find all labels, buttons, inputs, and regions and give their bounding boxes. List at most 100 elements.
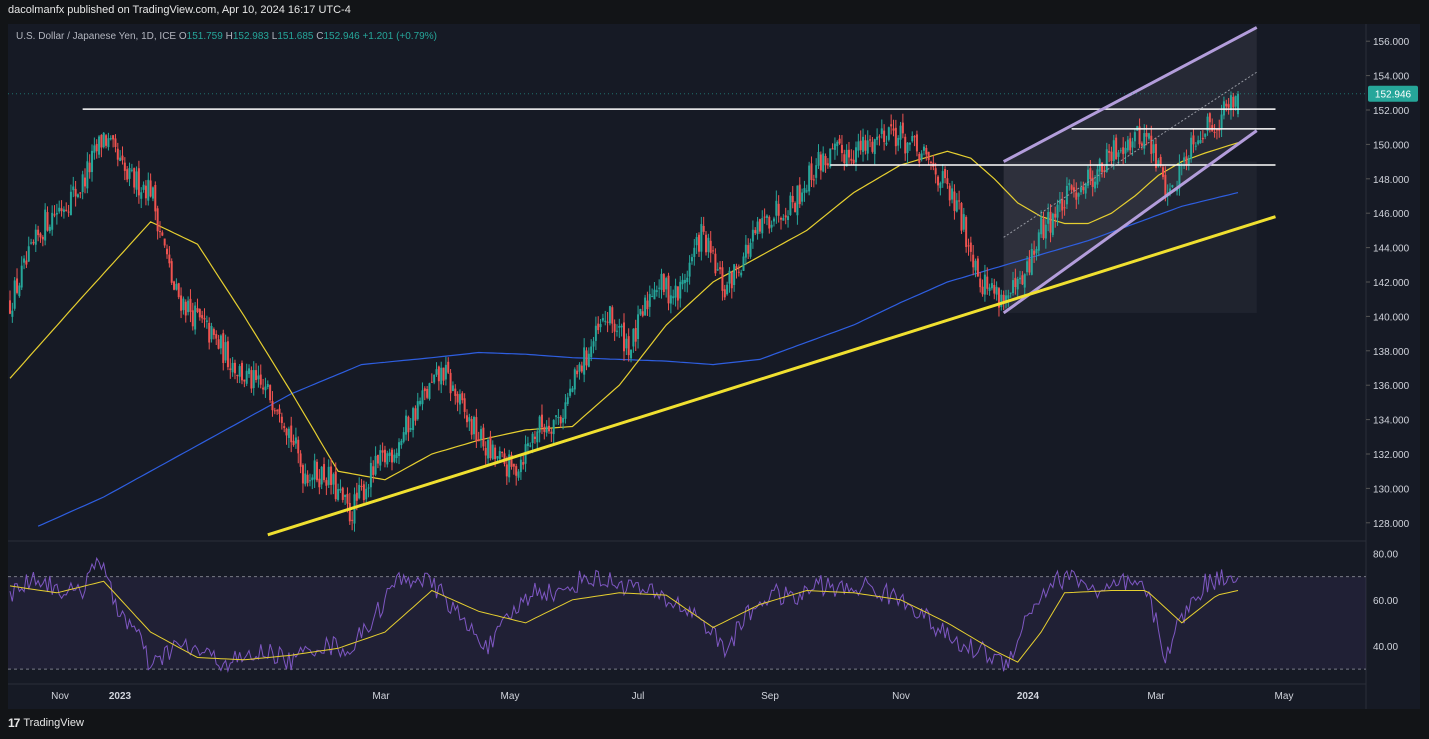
candle-body[interactable] [855, 147, 858, 163]
candle-body[interactable] [690, 257, 693, 262]
candle-body[interactable] [294, 437, 297, 444]
candle-body[interactable] [1124, 148, 1127, 154]
candle-body[interactable] [72, 186, 75, 191]
candle-body[interactable] [716, 269, 719, 271]
candle-body[interactable] [880, 128, 883, 134]
candle-body[interactable] [86, 161, 89, 189]
candle-body[interactable] [812, 179, 815, 181]
candle-body[interactable] [437, 366, 440, 382]
candle-body[interactable] [566, 397, 569, 404]
candle-body[interactable] [222, 333, 225, 364]
candle-body[interactable] [219, 335, 222, 349]
candle-body[interactable] [620, 325, 623, 328]
candle-body[interactable] [728, 270, 731, 284]
candle-body[interactable] [11, 310, 14, 317]
candle-body[interactable] [285, 428, 288, 436]
candle-body[interactable] [997, 288, 1000, 308]
candle-body[interactable] [9, 300, 11, 314]
candle-body[interactable] [144, 185, 147, 199]
candle-body[interactable] [597, 323, 600, 331]
support-trendline[interactable] [267, 215, 1276, 537]
candle-body[interactable] [53, 214, 56, 216]
candle-body[interactable] [55, 212, 58, 215]
candle-body[interactable] [484, 447, 487, 456]
candle-body[interactable] [1063, 207, 1066, 209]
candle-body[interactable] [538, 416, 541, 433]
candle-body[interactable] [1215, 129, 1218, 131]
candle-body[interactable] [395, 452, 398, 459]
candle-body[interactable] [123, 162, 126, 171]
candle-body[interactable] [969, 242, 972, 252]
candle-body[interactable] [166, 248, 169, 255]
candle-body[interactable] [552, 420, 555, 435]
candle-body[interactable] [522, 462, 525, 465]
candle-body[interactable] [648, 294, 651, 307]
candle-body[interactable] [758, 219, 761, 232]
candle-body[interactable] [128, 167, 131, 179]
candle-body[interactable] [30, 242, 33, 244]
candle-body[interactable] [965, 217, 968, 247]
candle-body[interactable] [454, 388, 457, 396]
candle-body[interactable] [393, 454, 396, 462]
candle-body[interactable] [709, 240, 712, 253]
candle-body[interactable] [161, 232, 164, 236]
candle-body[interactable] [458, 394, 461, 405]
chart-svg[interactable]: 156.000 154.000 152.000 150.000 148.000 146.0… [8, 24, 1420, 709]
candle-body[interactable] [594, 325, 597, 341]
candle-body[interactable] [316, 461, 318, 481]
candle-body[interactable] [995, 286, 998, 295]
candle-body[interactable] [121, 155, 124, 161]
candle-body[interactable] [1042, 218, 1045, 239]
candle-body[interactable] [1105, 149, 1108, 172]
candle-body[interactable] [189, 298, 192, 312]
candle-body[interactable] [224, 342, 227, 361]
candle-body[interactable] [576, 370, 579, 375]
candle-body[interactable] [1072, 187, 1075, 192]
candle-body[interactable] [51, 212, 54, 230]
candle-body[interactable] [623, 322, 625, 352]
candle-body[interactable] [215, 334, 218, 339]
candle-body[interactable] [925, 147, 928, 155]
candle-body[interactable] [559, 416, 562, 424]
candle-body[interactable] [1030, 249, 1033, 275]
candle-body[interactable] [428, 383, 431, 399]
candle-body[interactable] [451, 385, 454, 392]
candle-body[interactable] [149, 180, 152, 197]
candle-body[interactable] [707, 237, 710, 252]
candle-body[interactable] [20, 265, 23, 288]
candle-body[interactable] [175, 283, 178, 290]
candle-body[interactable] [269, 385, 272, 401]
candle-body[interactable] [939, 182, 942, 189]
candle-body[interactable] [1150, 135, 1153, 154]
candle-body[interactable] [775, 200, 778, 216]
candle-body[interactable] [794, 203, 797, 212]
candle-body[interactable] [449, 372, 452, 394]
candle-body[interactable] [1220, 114, 1223, 129]
candle-body[interactable] [372, 466, 375, 476]
candle-body[interactable] [763, 216, 766, 218]
candle-body[interactable] [901, 122, 904, 134]
candle-body[interactable] [740, 272, 743, 276]
candle-body[interactable] [646, 300, 649, 310]
candle-body[interactable] [187, 300, 190, 313]
candle-body[interactable] [768, 216, 771, 229]
candle-body[interactable] [1028, 258, 1031, 273]
candle-body[interactable] [922, 146, 925, 151]
candle-body[interactable] [39, 233, 42, 238]
candle-body[interactable] [1208, 113, 1211, 123]
candle-body[interactable] [1091, 177, 1094, 187]
last-price-badge[interactable] [1368, 85, 1418, 102]
candle-body[interactable] [644, 297, 647, 316]
candle-body[interactable] [1234, 95, 1237, 107]
candle-body[interactable] [257, 375, 260, 380]
candle-body[interactable] [339, 488, 342, 491]
candle-body[interactable] [606, 321, 609, 323]
candle-body[interactable] [897, 137, 900, 146]
candle-body[interactable] [850, 158, 853, 161]
candle-body[interactable] [887, 127, 890, 140]
candle-body[interactable] [808, 165, 811, 192]
candle-body[interactable] [201, 315, 204, 319]
candle-body[interactable] [163, 238, 166, 246]
candle-body[interactable] [37, 229, 40, 236]
candle-body[interactable] [151, 187, 154, 199]
